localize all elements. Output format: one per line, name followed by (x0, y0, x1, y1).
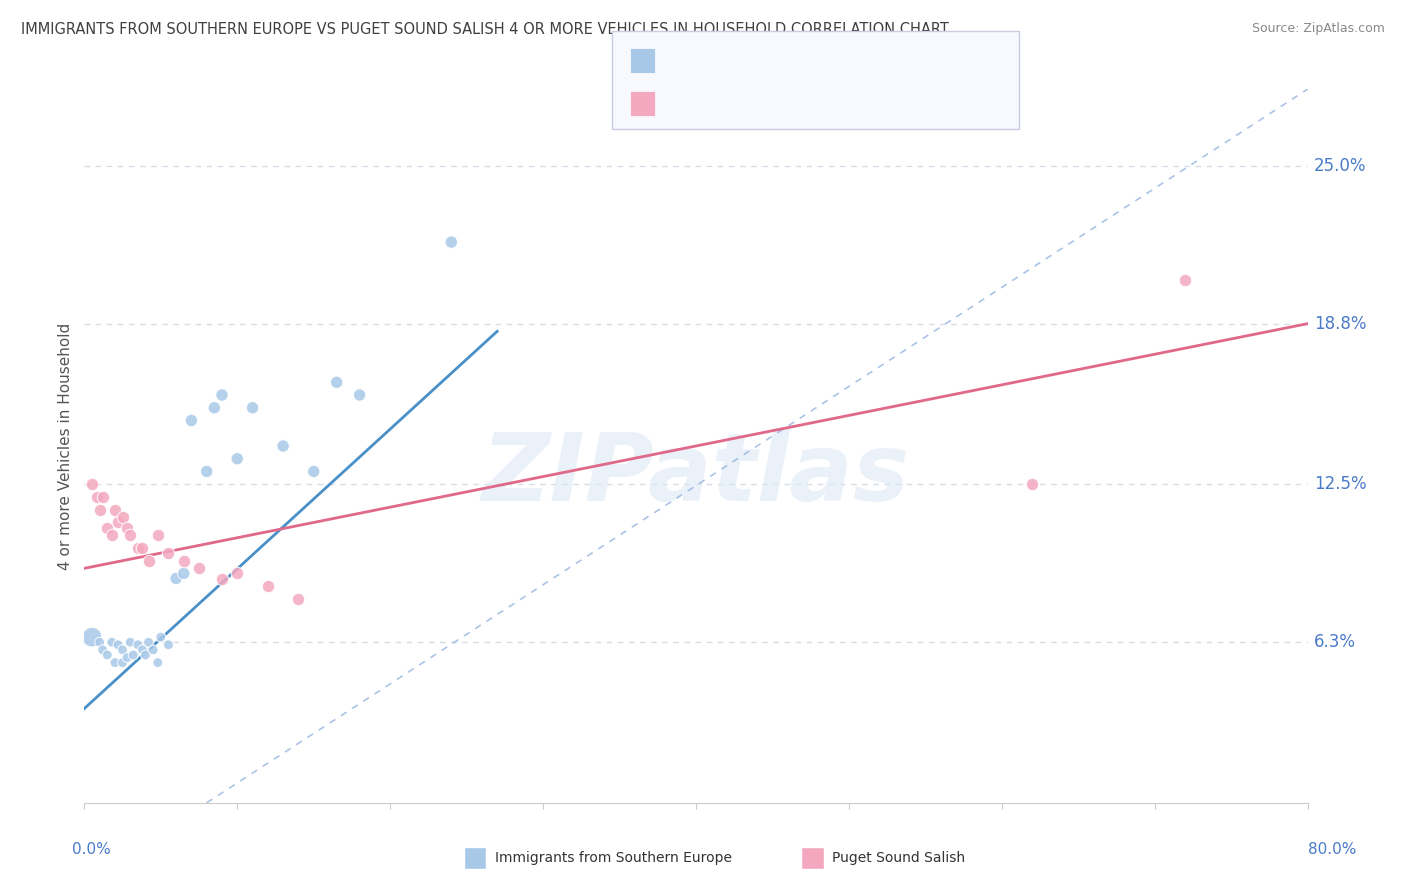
Point (120, 528, 142, 542)
Point (107, 516, 129, 530)
Point (86, 490, 108, 504)
Y-axis label: 4 or more Vehicles in Household: 4 or more Vehicles in Household (58, 322, 73, 570)
Text: 0.0%: 0.0% (72, 842, 111, 857)
Point (226, 451, 249, 466)
Text: Source: ZipAtlas.com: Source: ZipAtlas.com (1251, 22, 1385, 36)
Text: 25.0%: 25.0% (1313, 157, 1367, 175)
Point (111, 510, 134, 524)
Point (242, 401, 264, 415)
Text: 18.8%: 18.8% (1313, 315, 1367, 333)
Point (1174, 273, 1197, 287)
Point (101, 635, 124, 649)
Point (195, 465, 218, 479)
Point (91, 490, 114, 504)
Point (211, 388, 233, 402)
Point (127, 541, 149, 555)
Point (146, 528, 169, 542)
Point (120, 635, 142, 649)
Point (115, 520, 138, 534)
Point (111, 656, 134, 670)
Point (226, 566, 249, 581)
Text: ZIPatlas: ZIPatlas (482, 428, 910, 521)
Point (111, 643, 134, 657)
Point (131, 541, 153, 555)
Point (157, 638, 180, 652)
Point (271, 439, 294, 453)
Point (180, 413, 202, 427)
Point (349, 388, 371, 402)
Point (173, 554, 195, 568)
Point (188, 561, 211, 575)
Point (122, 648, 145, 662)
Point (138, 635, 160, 649)
Point (202, 401, 225, 415)
Text: 80.0%: 80.0% (1308, 842, 1357, 857)
Text: IMMIGRANTS FROM SOUTHERN EUROPE VS PUGET SOUND SALISH 4 OR MORE VEHICLES IN HOUS: IMMIGRANTS FROM SOUTHERN EUROPE VS PUGET… (21, 22, 949, 37)
Point (142, 643, 165, 657)
Text: Puget Sound Salish: Puget Sound Salish (832, 851, 966, 865)
Point (173, 566, 195, 581)
Point (127, 638, 149, 652)
Point (104, 502, 127, 516)
Point (131, 643, 153, 657)
Point (80, 477, 103, 491)
Point (135, 648, 157, 662)
Point (146, 656, 169, 670)
Point (80, 630, 103, 644)
Point (96, 648, 118, 662)
Point (287, 591, 309, 606)
Point (257, 579, 280, 593)
Point (157, 546, 180, 560)
Text: Immigrants from Southern Europe: Immigrants from Southern Europe (495, 851, 733, 865)
Point (107, 638, 129, 652)
Point (211, 572, 233, 586)
Point (104, 656, 127, 670)
Point (138, 554, 160, 568)
Point (91, 643, 114, 657)
Text: 12.5%: 12.5% (1313, 475, 1367, 493)
Point (115, 650, 138, 665)
Point (89, 502, 111, 516)
Point (149, 630, 172, 644)
Point (96, 520, 118, 534)
Point (325, 376, 347, 390)
Text: R = 0.399   N = 24: R = 0.399 N = 24 (666, 95, 824, 112)
Text: R = 0.601   N = 33: R = 0.601 N = 33 (666, 52, 824, 70)
Point (165, 572, 187, 586)
Point (1021, 477, 1043, 491)
Point (302, 465, 325, 479)
Point (101, 528, 124, 542)
Point (89, 635, 111, 649)
Text: 6.3%: 6.3% (1313, 633, 1355, 651)
Point (440, 235, 463, 249)
